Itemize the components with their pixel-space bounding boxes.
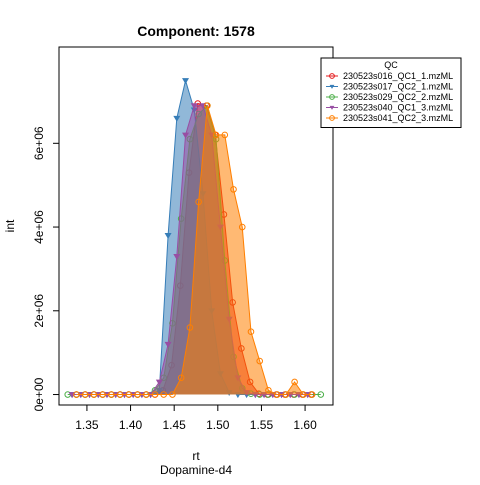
x-axis-sublabel: Dopamine-d4 (160, 463, 232, 477)
x-tick-label: 1.35 (75, 418, 99, 432)
data-point (186, 324, 194, 331)
data-point (212, 131, 220, 139)
series-area (72, 105, 308, 395)
data-point (155, 379, 163, 386)
data-point (164, 233, 172, 240)
data-point (99, 391, 106, 398)
axes: 1.35 1.40 1.45 1.50 1.55 1.60 0e+00 2e+06 4e+06 6… (32, 46, 334, 432)
data-point (300, 391, 307, 398)
data-point (125, 391, 133, 398)
data-point (134, 391, 141, 398)
data-point (108, 391, 115, 398)
data-point (151, 391, 159, 398)
series-line (76, 105, 313, 396)
legend-title: QC (384, 60, 398, 70)
data-point (195, 198, 202, 206)
x-tick-label: 1.55 (250, 418, 274, 432)
legend: QC 230523s016_QC1_1.mzML230523s017_QC2_1… (320, 57, 462, 128)
x-tick-label: 1.45 (163, 418, 187, 432)
data-point (247, 328, 255, 336)
y-tick-label: 0e+00 (32, 377, 46, 411)
y-tick-label: 2e+06 (32, 294, 46, 328)
data-point (273, 391, 281, 398)
series-5 (73, 102, 316, 398)
legend-marker (329, 115, 335, 121)
plot-frame (58, 46, 334, 406)
data-point (182, 78, 190, 85)
legend-marker (329, 73, 335, 79)
legend-entry: 230523s029_QC2_2.mzML (326, 92, 453, 102)
data-point (282, 391, 290, 398)
data-point (230, 186, 237, 193)
x-tick-label: 1.50 (206, 418, 230, 432)
data-point (265, 387, 272, 394)
data-point (160, 391, 168, 398)
legend-entry: 230523s040_QC1_3.mzML (326, 103, 453, 113)
data-point (164, 341, 172, 348)
legend-marker (329, 105, 335, 110)
data-point (169, 391, 176, 398)
legend-label: 230523s040_QC1_3.mzML (343, 103, 453, 113)
data-point (173, 253, 181, 260)
legend-entry: 230523s017_QC2_1.mzML (326, 82, 453, 92)
x-tick-label: 1.40 (119, 418, 143, 432)
data-point (221, 131, 229, 139)
data-point (308, 391, 316, 398)
data-point (204, 102, 211, 109)
data-point (81, 391, 89, 398)
data-point (142, 391, 150, 398)
y-tick-label: 4e+06 (32, 210, 46, 244)
legend-label: 230523s029_QC2_2.mzML (343, 92, 453, 102)
plot-area (64, 78, 325, 399)
y-tick-label: 6e+06 (32, 126, 46, 160)
legend-entry: 230523s016_QC1_1.mzML (326, 71, 453, 81)
x-tick-label: 1.60 (293, 418, 317, 432)
legend-label: 230523s017_QC2_1.mzML (343, 82, 453, 92)
data-point (173, 115, 181, 122)
data-point (256, 357, 264, 365)
legend-marker (329, 84, 335, 89)
data-point (116, 391, 124, 398)
legend-label: 230523s041_QC2_3.mzML (343, 113, 453, 123)
data-point (177, 374, 185, 382)
y-axis-label: int (3, 219, 17, 232)
x-axis-label: rt (192, 449, 200, 463)
legend-entry: 230523s041_QC2_3.mzML (326, 113, 453, 123)
series-area (76, 105, 313, 395)
data-point (182, 132, 190, 139)
legend-marker (329, 94, 335, 100)
data-point (90, 391, 98, 398)
legend-label: 230523s016_QC1_1.mzML (343, 71, 453, 81)
chart-title: Component: 1578 (137, 23, 255, 39)
data-point (190, 103, 198, 110)
data-point (73, 391, 80, 398)
legend-box (320, 57, 462, 128)
data-point (317, 391, 325, 398)
data-point (291, 378, 298, 386)
data-point (238, 223, 246, 231)
